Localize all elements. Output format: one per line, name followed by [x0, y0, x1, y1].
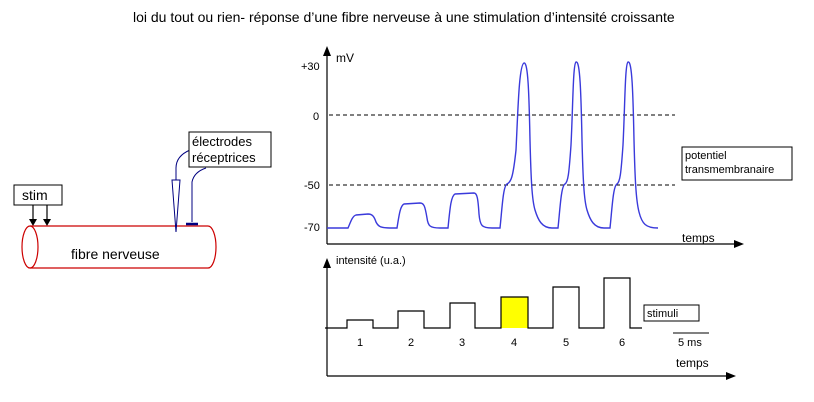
membrane-potential-chart: mV +30 0 -50 -70 potentiel transmembrana… — [301, 46, 793, 248]
stim-arrow-1-head — [29, 219, 37, 226]
mv-unit-label: mV — [336, 51, 354, 65]
stimulus-pulse-trace — [325, 277, 642, 329]
stim-label: stim — [22, 187, 48, 203]
stimulus-label-5: 5 — [563, 337, 569, 349]
stim-arrow-2-head — [43, 219, 51, 226]
tick-label-0: 0 — [313, 111, 319, 123]
tick-label-minus70: -70 — [304, 222, 320, 234]
recording-electrodes — [171, 149, 207, 233]
nerve-fiber-setup: stim fibre nerveuse électrodes réceptric… — [13, 131, 272, 269]
time-axis-top-arrow — [734, 240, 744, 248]
membrane-legend-line1: potentiel — [685, 150, 727, 162]
membrane-legend-box — [681, 146, 793, 181]
stim-box — [13, 184, 63, 206]
fiber-label: fibre nerveuse — [71, 246, 160, 262]
tick-label-plus30: +30 — [301, 61, 320, 73]
stimulus-chart: intensité (u.a.) 1 2 3 4 5 6 stimuli 5 m… — [323, 255, 736, 380]
stimuli-legend: stimuli — [647, 308, 678, 320]
membrane-legend-line2: transmembranaire — [685, 164, 774, 176]
intensity-axis-label: intensité (u.a.) — [336, 255, 406, 267]
scale-label: 5 ms — [678, 337, 702, 349]
diagram-title: loi du tout ou rien- réponse d’une fibre… — [133, 9, 675, 25]
tick-label-minus50: -50 — [304, 180, 320, 192]
stimulus-label-1: 1 — [357, 337, 363, 349]
stimulus-label-6: 6 — [619, 337, 625, 349]
membrane-potential-trace — [327, 61, 659, 229]
stimuli-legend-box — [643, 304, 700, 322]
time-axis-bottom-arrow — [726, 372, 736, 380]
electrodes-label-box — [188, 131, 272, 168]
nerve-fiber — [21, 225, 217, 269]
time-label-bottom: temps — [676, 356, 709, 370]
stimulus-label-3: 3 — [459, 337, 465, 349]
intensity-axis-arrow — [323, 258, 331, 268]
stimulus-label-2: 2 — [408, 337, 414, 349]
electrodes-label-line2: réceptrices — [192, 150, 256, 165]
time-label-top: temps — [682, 231, 715, 245]
electrodes-label-line1: électrodes — [192, 134, 252, 149]
mv-axis-arrow — [323, 46, 331, 56]
stimulus-4-highlight — [501, 297, 528, 328]
stimulus-label-4: 4 — [511, 337, 517, 349]
